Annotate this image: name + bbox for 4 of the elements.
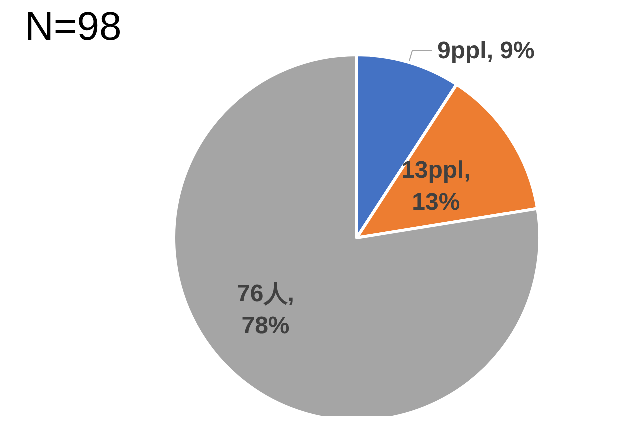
data-label: 76人, 78%: [237, 280, 294, 340]
chart-title: N=98: [25, 5, 122, 49]
data-label: 13ppl, 13%: [402, 156, 471, 216]
data-label: 9ppl, 9%: [437, 38, 535, 65]
